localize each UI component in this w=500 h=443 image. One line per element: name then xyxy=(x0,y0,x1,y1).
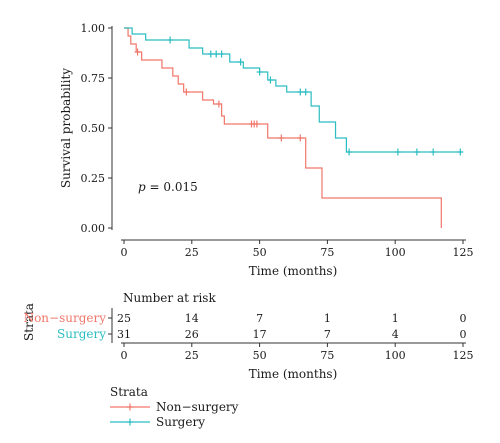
x-tick-label: 125 xyxy=(453,246,474,259)
risk-count: 1 xyxy=(324,312,331,325)
censor-mark-surgery xyxy=(457,148,464,156)
censor-mark-surgery xyxy=(267,76,274,84)
risk-x-tick-label: 75 xyxy=(320,349,334,362)
risk-row-label: Non−surgery xyxy=(24,311,107,325)
risk-x-tick-label: 25 xyxy=(185,349,199,362)
p-value-annotation: p = 0.015 xyxy=(138,180,198,194)
x-tick-label: 75 xyxy=(320,246,334,259)
censor-mark-surgery xyxy=(430,148,437,156)
risk-table-title: Number at risk xyxy=(123,291,216,305)
risk-table-xlabel: Time (months) xyxy=(249,367,338,381)
y-tick-label: 0.00 xyxy=(81,222,106,235)
survival-plot: 0.00 0.25 0.50 0.75 1.00 0 25 50 75 100 125 Survi… xyxy=(59,22,474,278)
y-tick-label: 1.00 xyxy=(81,22,106,35)
censor-mark-non-surgery xyxy=(183,88,190,96)
risk-count: 31 xyxy=(117,328,131,341)
legend-title: Strata xyxy=(110,385,148,399)
legend-item-surgery: Surgery xyxy=(110,415,205,429)
legend-label: Surgery xyxy=(156,415,205,429)
series-line-non-surgery xyxy=(124,27,442,228)
x-axis: 0 25 50 75 100 125 xyxy=(121,239,474,259)
risk-count: 1 xyxy=(392,312,399,325)
y-axis: 0.00 0.25 0.50 0.75 1.00 xyxy=(81,22,113,235)
p-symbol: p xyxy=(138,180,146,194)
censor-mark-non-surgery xyxy=(297,134,304,142)
risk-x-tick-label: 125 xyxy=(453,349,474,362)
risk-count: 25 xyxy=(117,312,131,325)
censor-mark-surgery xyxy=(302,88,309,96)
censor-mark-surgery xyxy=(218,50,225,58)
legend-label: Non−surgery xyxy=(156,400,239,414)
y-tick-label: 0.75 xyxy=(81,72,106,85)
risk-count: 17 xyxy=(253,328,267,341)
risk-table: Number at risk Strata Non−surgery 25 14 7 1 1… xyxy=(22,291,474,381)
risk-x-tick-label: 100 xyxy=(385,349,406,362)
risk-count: 7 xyxy=(256,312,263,325)
censor-mark-non-surgery xyxy=(134,48,141,56)
risk-table-x-axis: 0 25 50 75 100 125 xyxy=(121,342,474,362)
x-tick-label: 100 xyxy=(385,246,406,259)
risk-count: 7 xyxy=(324,328,331,341)
x-tick-label: 25 xyxy=(185,246,199,259)
risk-count: 26 xyxy=(185,328,199,341)
censor-mark-surgery xyxy=(297,88,304,96)
censor-mark-surgery xyxy=(207,50,214,58)
censor-mark-surgery xyxy=(346,148,353,156)
y-tick-label: 0.25 xyxy=(81,172,106,185)
p-value: = 0.015 xyxy=(146,180,198,194)
risk-table-ylabel: Strata xyxy=(22,303,36,341)
risk-x-tick-label: 0 xyxy=(121,349,128,362)
x-tick-label: 0 xyxy=(121,246,128,259)
risk-count: 0 xyxy=(460,328,467,341)
risk-x-tick-label: 50 xyxy=(253,349,267,362)
censor-mark-surgery xyxy=(237,58,244,66)
censor-mark-surgery xyxy=(413,148,420,156)
censor-mark-surgery xyxy=(167,36,174,44)
censor-mark-surgery xyxy=(213,50,220,58)
censor-mark-non-surgery xyxy=(278,134,285,142)
risk-count: 0 xyxy=(460,312,467,325)
censor-mark-surgery xyxy=(256,68,263,76)
y-axis-label: Survival probability xyxy=(59,68,73,188)
x-axis-label: Time (months) xyxy=(249,264,338,278)
risk-row-label: Surgery xyxy=(57,327,106,341)
y-tick-label: 0.50 xyxy=(81,122,106,135)
survival-curves xyxy=(124,27,464,228)
risk-count: 4 xyxy=(392,328,399,341)
censor-mark-non-surgery xyxy=(215,100,222,108)
risk-table-rows: Non−surgery 25 14 7 1 1 0 Surgery 31 26 17 7 4 0 xyxy=(24,308,467,343)
censor-mark-surgery xyxy=(394,148,401,156)
series-line-surgery xyxy=(124,27,463,153)
legend-item-non-surgery: Non−surgery xyxy=(110,400,239,414)
censor-mark-non-surgery xyxy=(253,120,260,128)
x-tick-label: 50 xyxy=(253,246,267,259)
risk-count: 14 xyxy=(185,312,199,325)
